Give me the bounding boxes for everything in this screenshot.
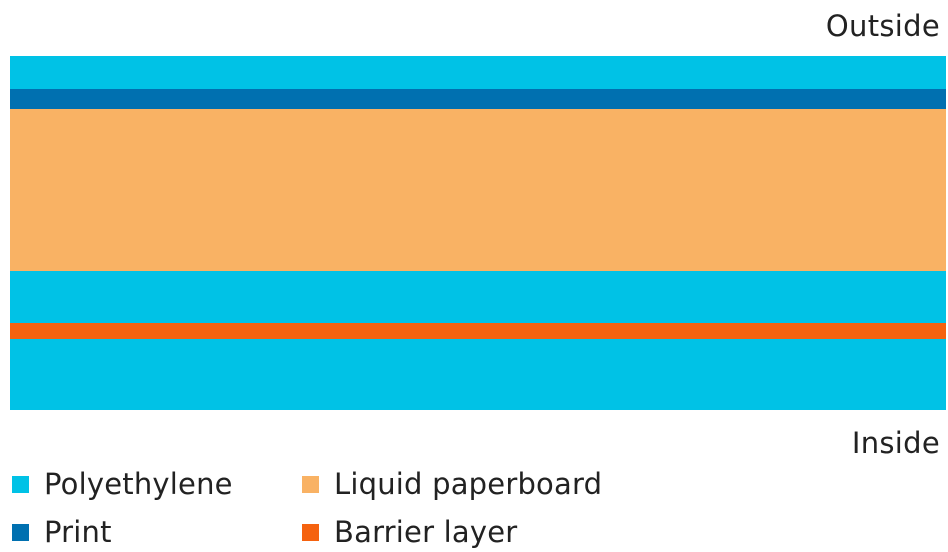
inside-label: Inside [851, 426, 940, 460]
legend-label: Liquid paperboard [334, 467, 603, 501]
polyethylene-swatch [12, 475, 29, 493]
legend-label: Polyethylene [44, 467, 233, 501]
barrier-layer [10, 323, 946, 339]
legend-item-liquid-paperboard: Liquid paperboard [302, 466, 602, 502]
outside-label: Outside [825, 9, 940, 43]
polyethylene-middle-layer [10, 271, 946, 323]
legend-item-print: Print [12, 514, 112, 550]
legend-item-barrier-layer: Barrier layer [302, 514, 517, 550]
layer-stack [10, 56, 946, 410]
barrier-layer-swatch [302, 523, 319, 541]
liquid-paperboard-swatch [302, 475, 319, 493]
legend-item-polyethylene: Polyethylene [12, 466, 233, 502]
print-swatch [12, 523, 29, 541]
legend-label: Print [44, 515, 112, 549]
polyethylene-outer-layer [10, 56, 946, 89]
polyethylene-inner-layer [10, 339, 946, 410]
print-layer [10, 89, 946, 109]
legend-label: Barrier layer [334, 515, 518, 549]
liquid-paperboard-layer [10, 109, 946, 271]
